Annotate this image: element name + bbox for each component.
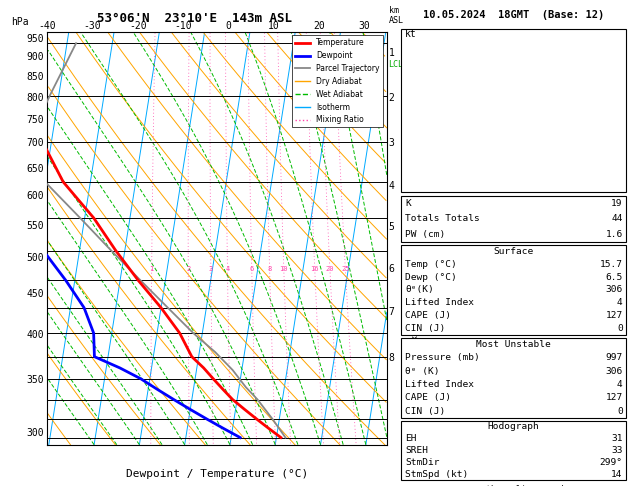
- Text: 30: 30: [359, 21, 370, 31]
- Text: 33: 33: [611, 446, 623, 455]
- Text: -20: -20: [129, 21, 147, 31]
- Text: 4: 4: [617, 298, 623, 307]
- Text: 800: 800: [26, 92, 44, 103]
- Text: 1: 1: [389, 49, 394, 58]
- Text: 8: 8: [389, 353, 394, 363]
- Text: 25: 25: [341, 266, 350, 272]
- Text: 306: 306: [606, 366, 623, 376]
- Text: 900: 900: [26, 52, 44, 62]
- Text: 8: 8: [267, 266, 272, 272]
- Text: EH: EH: [405, 434, 416, 443]
- Text: 44: 44: [611, 214, 623, 224]
- Text: 3: 3: [389, 138, 394, 148]
- Text: 500: 500: [26, 253, 44, 263]
- Text: Totals Totals: Totals Totals: [405, 214, 480, 224]
- Text: -30: -30: [84, 21, 101, 31]
- Text: 7: 7: [389, 307, 394, 316]
- Text: StmSpd (kt): StmSpd (kt): [405, 470, 469, 479]
- Text: 400: 400: [26, 330, 44, 340]
- Text: 19: 19: [611, 199, 623, 208]
- Text: 2: 2: [389, 92, 394, 103]
- Text: 5: 5: [389, 222, 394, 232]
- Text: Lifted Index: Lifted Index: [405, 298, 474, 307]
- Text: hPa: hPa: [11, 17, 28, 27]
- Text: 4: 4: [225, 266, 230, 272]
- Text: 0: 0: [617, 324, 623, 333]
- Text: 10: 10: [268, 21, 279, 31]
- Text: Pressure (mb): Pressure (mb): [405, 353, 480, 363]
- Text: 127: 127: [606, 393, 623, 402]
- Text: CIN (J): CIN (J): [405, 324, 445, 333]
- Text: Dewp (°C): Dewp (°C): [405, 273, 457, 281]
- Text: 6: 6: [250, 266, 254, 272]
- Text: 650: 650: [26, 164, 44, 174]
- Text: CIN (J): CIN (J): [405, 407, 445, 416]
- Text: 16: 16: [311, 266, 319, 272]
- Text: 31: 31: [611, 434, 623, 443]
- Text: 4: 4: [389, 181, 394, 191]
- Text: 300: 300: [26, 428, 44, 438]
- Text: © weatheronline.co.uk: © weatheronline.co.uk: [461, 485, 566, 486]
- Text: 700: 700: [26, 138, 44, 148]
- Text: -40: -40: [38, 21, 56, 31]
- Text: 850: 850: [26, 72, 44, 82]
- Text: 550: 550: [26, 221, 44, 231]
- Text: 306: 306: [606, 285, 623, 295]
- Text: 1: 1: [150, 266, 153, 272]
- Text: 750: 750: [26, 115, 44, 124]
- Text: 0: 0: [617, 407, 623, 416]
- Text: Dewpoint / Temperature (°C): Dewpoint / Temperature (°C): [126, 469, 308, 480]
- Text: 950: 950: [26, 34, 44, 44]
- Text: 997: 997: [606, 353, 623, 363]
- Text: CAPE (J): CAPE (J): [405, 393, 451, 402]
- Text: 2: 2: [186, 266, 191, 272]
- Text: 10.05.2024  18GMT  (Base: 12): 10.05.2024 18GMT (Base: 12): [423, 10, 604, 20]
- Text: θᵉ(K): θᵉ(K): [405, 285, 434, 295]
- Text: Most Unstable: Most Unstable: [476, 340, 551, 349]
- Text: Hodograph: Hodograph: [487, 422, 540, 431]
- Text: LCL: LCL: [389, 60, 404, 69]
- Text: Temp (°C): Temp (°C): [405, 260, 457, 269]
- Legend: Temperature, Dewpoint, Parcel Trajectory, Dry Adiabat, Wet Adiabat, Isotherm, Mi: Temperature, Dewpoint, Parcel Trajectory…: [292, 35, 383, 127]
- Text: 600: 600: [26, 191, 44, 201]
- Text: km
ASL: km ASL: [389, 6, 404, 25]
- Text: Surface: Surface: [494, 247, 533, 256]
- Text: 4: 4: [617, 380, 623, 389]
- Text: kt: kt: [404, 29, 416, 39]
- Text: 53°06'N  23°10'E  143m ASL: 53°06'N 23°10'E 143m ASL: [97, 12, 292, 25]
- Text: 14: 14: [611, 470, 623, 479]
- Text: K: K: [405, 199, 411, 208]
- Text: -10: -10: [174, 21, 192, 31]
- Text: 299°: 299°: [599, 458, 623, 467]
- Text: 3: 3: [209, 266, 213, 272]
- Text: 6: 6: [389, 264, 394, 274]
- Text: 350: 350: [26, 375, 44, 385]
- Text: StmDir: StmDir: [405, 458, 440, 467]
- Text: Lifted Index: Lifted Index: [405, 380, 474, 389]
- Text: PW (cm): PW (cm): [405, 230, 445, 239]
- Text: SREH: SREH: [405, 446, 428, 455]
- Text: 450: 450: [26, 289, 44, 299]
- Text: 20: 20: [326, 266, 334, 272]
- Text: 1.6: 1.6: [606, 230, 623, 239]
- Text: 20: 20: [313, 21, 325, 31]
- Text: 0: 0: [225, 21, 231, 31]
- Text: 10: 10: [279, 266, 288, 272]
- Text: 127: 127: [606, 311, 623, 320]
- Text: θᵉ (K): θᵉ (K): [405, 366, 440, 376]
- Text: CAPE (J): CAPE (J): [405, 311, 451, 320]
- Text: 15.7: 15.7: [599, 260, 623, 269]
- Text: Mixing Ratio (g/kg): Mixing Ratio (g/kg): [411, 249, 420, 351]
- Text: 6.5: 6.5: [606, 273, 623, 281]
